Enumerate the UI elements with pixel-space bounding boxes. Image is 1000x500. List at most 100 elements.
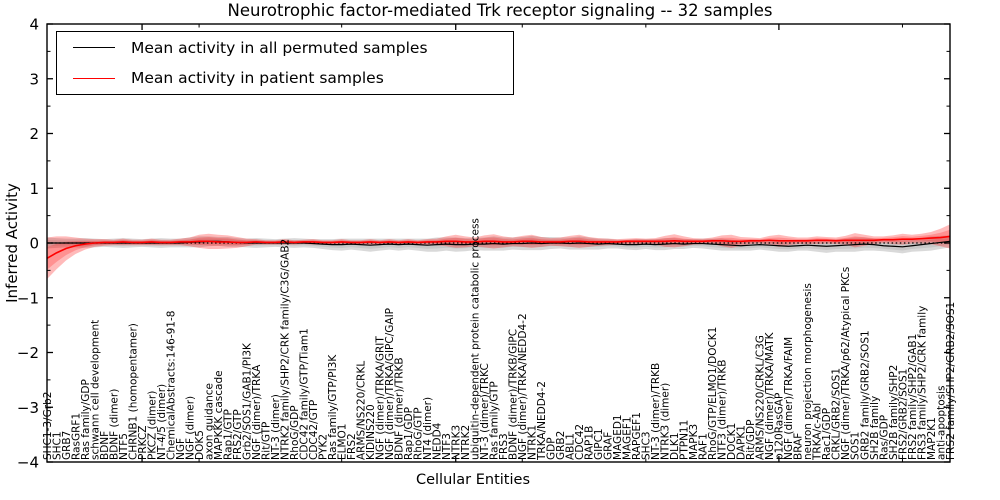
x-tick-label: GRB2 family/GRB2/SOS1: [859, 330, 871, 460]
patient-mean-line: [46, 235, 951, 260]
x-tick-label: CDC42/GTP: [308, 400, 320, 460]
x-tick-label: GRB7: [61, 431, 73, 460]
x-tick-label: Rit/GTP: [260, 422, 272, 460]
x-tick-label: DLK1: [669, 432, 681, 460]
legend-item-patient: Mean activity in patient samples: [57, 63, 513, 93]
x-tick-label: schwann cell development: [89, 320, 101, 460]
x-tick-label: TRKA/NEDD4-2: [536, 381, 548, 461]
x-tick-label: NGF (dimer)/TRKA/GIPC/GAIP: [384, 308, 396, 460]
x-tick-label: RAPGEF1: [631, 412, 643, 460]
x-tick-label: MAPK3: [688, 424, 700, 460]
legend: Mean activity in all permuted samples Me…: [56, 31, 514, 95]
y-tick-label: −2: [17, 344, 39, 362]
y-tick-label: −4: [17, 454, 39, 472]
x-tick-label: NTRK2: [460, 425, 472, 460]
patient-band-core: [47, 229, 950, 270]
x-tick-label: SH2B family/SHP2: [888, 365, 900, 460]
x-tick-label: ELMO1: [336, 424, 348, 461]
x-tick-label: CRKL/GRB2/SOS1: [831, 368, 843, 460]
x-tick-label: neuron projection morphogenesis: [802, 283, 814, 460]
x-tick-label: BDNF (dimer)/TRKB: [393, 357, 405, 460]
x-tick-label: RAF1: [698, 433, 710, 460]
x-tick-label: NGF (dimer): [184, 396, 196, 460]
x-tick-label: axon guidance: [203, 383, 215, 460]
y-tick-label: 0: [29, 235, 39, 253]
x-tick-label: NGF (dimer)/TRKA/FAIM: [783, 337, 795, 460]
x-tick-label: Ras/GDP: [878, 415, 890, 460]
x-tick-label: NT4 (dimer): [422, 397, 434, 460]
x-tick-label: ubiquitin-dependent protein catabolic pr…: [470, 218, 482, 460]
patient-line-swatch: [73, 77, 115, 79]
x-tick-label: Grb2/SOS1/GAB1/PI3K: [241, 342, 253, 460]
x-tick-label: FRS2/GTP: [232, 409, 244, 460]
x-tick-label: GRB2: [555, 431, 567, 460]
x-tick-label: GRAF: [603, 432, 615, 460]
y-tick-label: −1: [17, 289, 39, 307]
x-axis-label: Cellular Entities: [415, 472, 531, 488]
x-tick-label: MAPKKK cascade: [213, 370, 225, 460]
x-tick-label: DAPK1: [736, 425, 748, 460]
x-tick-label: GDP: [546, 437, 558, 460]
x-tick-label: anti-apoptosis: [935, 386, 947, 461]
x-tick-label: NGF (dimer)/TRKA: [251, 364, 263, 460]
x-tick-label: FRS2: [346, 433, 358, 460]
x-tick-label: KIDINS220: [365, 404, 377, 460]
x-tick-label: BDNF (dimer): [108, 389, 120, 460]
x-tick-label: Ras family/GTP/PI3K: [327, 354, 339, 460]
x-tick-label: NEDD4: [432, 422, 444, 460]
legend-label-permuted: Mean activity in all permuted samples: [131, 38, 428, 57]
x-tick-label: FRS2 family/SHP2/GAB1: [907, 334, 919, 460]
x-tick-label: Ras family/GDP: [80, 379, 92, 460]
x-tick-label: NGF (dimer)/TRKA/p62/Atypical PKCs: [840, 267, 852, 460]
x-tick-label: NT-3 (dimer)/TRKB: [650, 363, 662, 460]
x-tick-label: RhoG/GTP/ELMO1/DOCK1: [707, 327, 719, 460]
x-tick-label: ChemicalAbstracts:146-91-8: [165, 311, 177, 460]
x-tick-label: NTF5: [118, 433, 130, 460]
x-tick-label: NGF (dimer)/TRKA/NEDD4-2: [517, 313, 529, 460]
patient-band: [47, 224, 950, 280]
x-tick-label: NGF (dimer)/TRKA/MATK: [764, 331, 776, 460]
x-tick-label: ARMS/NS220/CRKL: [355, 361, 367, 460]
y-tick-label: 1: [29, 180, 39, 198]
x-tick-label: Rap1/GTP: [222, 409, 234, 460]
x-tick-label: RAP1B: [584, 426, 596, 460]
y-tick-label: −3: [17, 399, 39, 417]
x-tick-label: PYK2: [317, 434, 329, 460]
x-tick-label: PRKCZ: [137, 426, 149, 460]
x-tick-label: SHC1-3/Grb2: [42, 392, 54, 460]
x-tick-label: MAP2K1: [926, 417, 938, 460]
legend-label-patient: Mean activity in patient samples: [131, 69, 384, 88]
x-tick-label: Rit/GDP: [745, 420, 757, 460]
x-tick-label: FRS2/GRB2/SOS1: [897, 369, 909, 460]
y-tick-label: 2: [29, 125, 39, 143]
x-tick-label: Rap1/GDP: [403, 407, 415, 460]
x-tick-label: PKCZ (dimer): [146, 391, 158, 460]
x-tick-label: NT-3 (dimer)/TRKC: [479, 363, 491, 460]
x-tick-label: FRS2 family/SHP2/GRB2/SOS1: [945, 302, 957, 460]
permuted-line-swatch: [73, 47, 115, 49]
x-tick-label: FRS3: [498, 433, 510, 460]
x-tick-label: BRAF: [793, 433, 805, 460]
y-tick-label: 3: [29, 70, 39, 88]
x-tick-label: DOK5: [194, 430, 206, 460]
x-tick-label: MAGEF1: [622, 416, 634, 460]
x-tick-label: NT-4/5 (dimer): [156, 384, 168, 460]
x-tick-label: NTRK3 (dimer): [660, 383, 672, 460]
x-tick-label: SHC1: [51, 431, 63, 460]
x-tick-label: BDNF: [99, 431, 111, 460]
x-tick-label: NGF: [175, 438, 187, 460]
chart-title: Neurotrophic factor-mediated Trk recepto…: [227, 1, 773, 20]
x-tick-label: GIPC1: [593, 428, 605, 460]
x-tick-label: ABL1: [565, 433, 577, 460]
x-tick-label: MAGED1: [612, 414, 624, 460]
x-tick-label: NTF3: [441, 433, 453, 460]
x-tick-label: SOS1: [850, 432, 862, 460]
y-axis-label: Inferred Activity: [3, 183, 21, 303]
y-tick-label: 4: [29, 16, 39, 34]
x-tick-label: PTPN11: [679, 420, 691, 460]
x-tick-label: CDC42: [574, 424, 586, 460]
x-tick-label: RhoG/GTP: [413, 407, 425, 460]
x-tick-label: NTRK2 family/SHP2/CRK family/C3G/GAB2: [279, 239, 291, 460]
